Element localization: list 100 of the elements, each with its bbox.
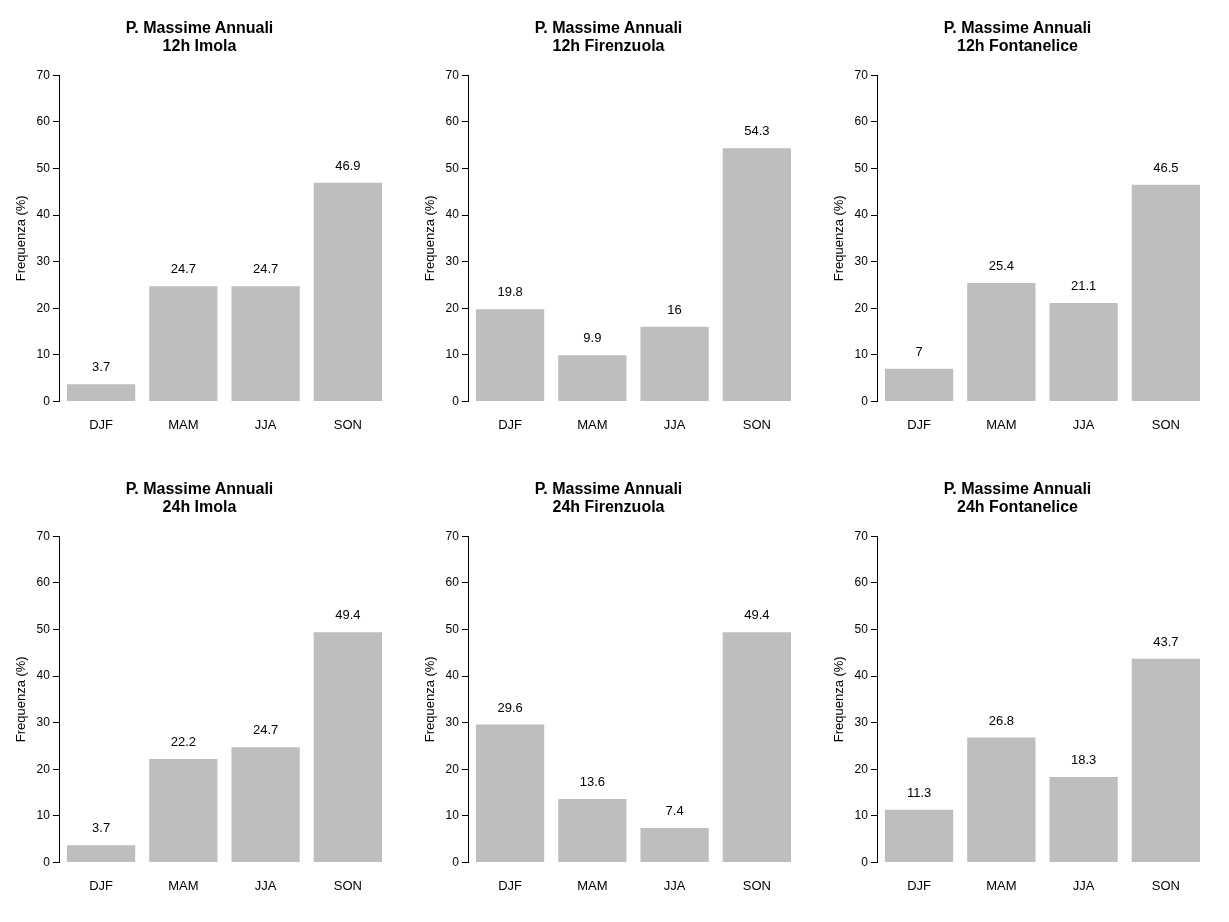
y-tick-label: 30 xyxy=(854,253,869,268)
y-tick-label: 0 xyxy=(43,854,51,869)
x-tick-label: SON xyxy=(1151,877,1180,893)
y-tick-label: 30 xyxy=(36,253,51,268)
x-tick-label: JJA xyxy=(1072,877,1095,893)
y-tick-label: 70 xyxy=(854,67,869,82)
y-tick-label: 10 xyxy=(854,347,869,362)
bar xyxy=(66,845,136,862)
bar xyxy=(558,799,627,862)
y-axis-title: Frequenza (%) xyxy=(13,195,29,282)
y-tick-label: 40 xyxy=(445,668,460,683)
y-axis-title: Frequenza (%) xyxy=(13,656,29,743)
x-tick-label: MAM xyxy=(986,877,1017,893)
y-tick-label: 60 xyxy=(36,114,51,129)
x-tick-label: JJA xyxy=(254,416,277,432)
y-tick-label: 10 xyxy=(854,808,869,823)
data-label: 3.7 xyxy=(92,359,111,375)
x-tick-label: MAM xyxy=(168,877,199,893)
x-tick-label: JJA xyxy=(1072,416,1095,432)
x-tick-label: SON xyxy=(1151,416,1180,432)
y-tick-label: 70 xyxy=(36,67,51,82)
chart-title: P. Massime Annuali 12h Firenzuola xyxy=(534,19,683,54)
y-tick-label: 20 xyxy=(445,761,460,776)
x-tick-label: DJF xyxy=(498,877,523,893)
y-tick-label: 0 xyxy=(43,393,51,408)
y-tick-label: 50 xyxy=(445,621,460,636)
bar xyxy=(884,368,954,401)
x-tick-label: JJA xyxy=(663,877,686,893)
data-label: 9.9 xyxy=(583,330,602,346)
x-tick-label: SON xyxy=(742,877,771,893)
x-tick-label: SON xyxy=(333,877,362,893)
x-tick-label: DJF xyxy=(907,877,932,893)
y-tick-label: 70 xyxy=(36,528,51,543)
y-tick-label: 50 xyxy=(854,160,869,175)
bar xyxy=(231,286,300,401)
data-label: 54.3 xyxy=(744,123,770,139)
y-tick-label: 10 xyxy=(36,808,51,823)
y-tick-label: 70 xyxy=(445,67,460,82)
bar xyxy=(1049,303,1118,401)
data-label: 43.7 xyxy=(1153,633,1179,649)
bar xyxy=(640,827,709,862)
chart-title: P. Massime Annuali 24h Imola xyxy=(125,480,274,515)
y-tick-label: 50 xyxy=(36,621,51,636)
x-tick-label: SON xyxy=(333,416,362,432)
y-tick-label: 70 xyxy=(854,528,869,543)
y-tick-label: 70 xyxy=(445,528,460,543)
y-tick-label: 0 xyxy=(452,393,460,408)
x-tick-label: DJF xyxy=(89,416,114,432)
x-tick-label: DJF xyxy=(498,416,523,432)
x-tick-label: MAM xyxy=(577,877,608,893)
data-label: 16 xyxy=(667,301,682,317)
bar xyxy=(722,632,792,862)
y-tick-label: 40 xyxy=(36,668,51,683)
y-tick-label: 50 xyxy=(36,160,51,175)
bar xyxy=(640,326,709,401)
bar xyxy=(475,724,545,862)
x-tick-label: SON xyxy=(742,416,771,432)
data-label: 3.7 xyxy=(92,820,111,836)
y-tick-label: 50 xyxy=(854,621,869,636)
bar xyxy=(967,283,1036,401)
x-tick-label: MAM xyxy=(986,416,1017,432)
bar xyxy=(1131,658,1201,862)
y-tick-label: 0 xyxy=(452,854,460,869)
y-tick-label: 40 xyxy=(36,207,51,222)
y-tick-label: 30 xyxy=(854,714,869,729)
y-tick-label: 0 xyxy=(861,854,869,869)
bar xyxy=(149,286,218,401)
y-tick-label: 50 xyxy=(445,160,460,175)
data-label: 26.8 xyxy=(988,712,1014,728)
y-tick-label: 40 xyxy=(854,207,869,222)
data-label: 7.4 xyxy=(665,802,684,818)
data-label: 19.8 xyxy=(497,284,523,300)
y-tick-label: 10 xyxy=(36,347,51,362)
y-tick-label: 60 xyxy=(445,114,460,129)
chart-title: P. Massime Annuali 24h Firenzuola xyxy=(534,480,683,515)
y-tick-label: 20 xyxy=(36,300,51,315)
data-label: 29.6 xyxy=(497,699,523,715)
bar xyxy=(313,632,383,862)
x-tick-label: DJF xyxy=(907,416,932,432)
bar xyxy=(884,809,954,862)
x-tick-label: JJA xyxy=(663,416,686,432)
y-tick-label: 60 xyxy=(854,114,869,129)
bar xyxy=(231,747,300,862)
data-label: 46.9 xyxy=(335,157,361,173)
y-tick-label: 20 xyxy=(854,761,869,776)
bar xyxy=(558,355,627,401)
x-tick-label: DJF xyxy=(89,877,114,893)
x-tick-label: JJA xyxy=(254,877,277,893)
data-label: 7 xyxy=(915,343,923,359)
bar xyxy=(1131,184,1201,401)
data-label: 49.4 xyxy=(335,607,361,623)
data-label: 49.4 xyxy=(744,607,770,623)
x-tick-label: MAM xyxy=(577,416,608,432)
data-label: 13.6 xyxy=(579,774,605,790)
data-label: 24.7 xyxy=(252,722,279,738)
chart-title: P. Massime Annuali 12h Imola xyxy=(125,19,274,54)
y-tick-label: 30 xyxy=(445,253,460,268)
y-axis-title: Frequenza (%) xyxy=(831,195,847,282)
bar xyxy=(722,148,792,401)
y-tick-label: 0 xyxy=(861,393,869,408)
